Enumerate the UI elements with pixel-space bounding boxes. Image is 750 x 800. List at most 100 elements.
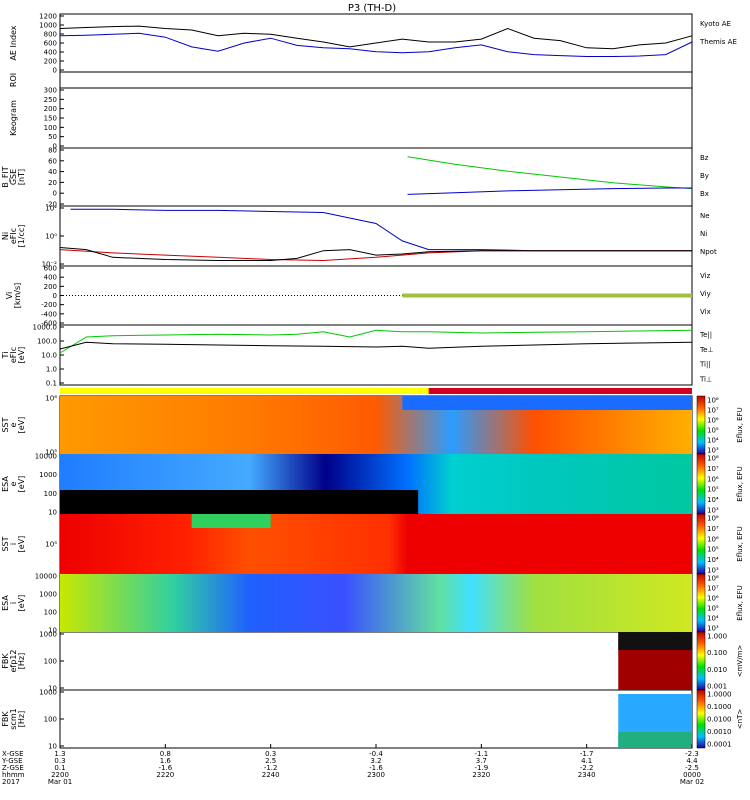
ytick-label: 10	[48, 627, 57, 635]
ytick-label: 20	[48, 179, 57, 187]
ylabel-line: [Hz]	[17, 711, 26, 727]
ytick-label: 300	[44, 87, 57, 95]
xtick-label: -2.2	[580, 764, 594, 772]
ytick-label: 100.0	[37, 338, 57, 346]
colorbar-tick: 10⁶	[707, 595, 719, 603]
panel-fbk_b: FBKscm1[Hz] 1000 100 10	[1, 689, 693, 751]
colorbar-label: Eflux, EFU	[736, 585, 744, 620]
xtick-label: 0.1	[54, 764, 65, 772]
ytick-label: 10000	[35, 453, 57, 461]
x-axis-labels: X-GSEY-GSEZ-GSEhhmm20171.30.30.12200Mar …	[1, 744, 704, 786]
colorbar-tick: 0.0010	[707, 728, 732, 736]
panel-ylabel: B_FITGSE[nT]	[1, 166, 26, 187]
xtick-label: 1.6	[160, 757, 172, 765]
ytick-label: 0	[53, 67, 57, 75]
panel-frame	[59, 87, 693, 149]
colorbar-cb3: 10⁸ 10⁷ 10⁶ 10⁵ 10⁴ 10³ Eflux, EFU	[696, 513, 744, 575]
xtick-label: 3.2	[370, 757, 381, 765]
xtick-label: Mar 01	[48, 778, 72, 786]
panel-frame	[59, 631, 693, 691]
ylabel-line: Ni	[1, 232, 10, 240]
legend-bx: Bx	[700, 190, 709, 198]
legend-themis-ae: Themis AE	[699, 38, 737, 46]
ytick-label: 150	[44, 115, 57, 123]
xtick-label: 1.3	[54, 750, 65, 758]
ylabel-line: e	[9, 481, 18, 486]
colorbar-cb2: 10⁸ 10⁷ 10⁶ 10⁵ 10⁴ 10³ Eflux, EFU	[696, 453, 744, 515]
ytick-label: 1000.0	[33, 324, 58, 332]
ytick-label: 10⁵	[45, 541, 57, 549]
ylabel-line: i	[9, 602, 18, 604]
ytick-label: 100	[44, 609, 57, 617]
xtick-label: 2200	[51, 771, 69, 779]
colorbar-tick: 10⁵	[707, 605, 719, 613]
colorbar-tick: 10⁸	[707, 397, 719, 405]
legend-ne: Ne	[700, 212, 710, 220]
xrow-label: Y-GSE	[1, 757, 23, 765]
xtick-label: -2.5	[685, 764, 699, 772]
ylabel-line: FBK	[1, 653, 10, 669]
xtick-label: 4.4	[686, 757, 698, 765]
ylabel-line: [eV]	[17, 476, 26, 493]
panel-ylabel: ROI	[9, 73, 18, 87]
ytick-label: 400	[44, 49, 57, 57]
ytick-label: 200	[44, 105, 57, 113]
xtick-label: -1.2	[264, 764, 278, 772]
ytick-label: 1000	[39, 689, 57, 697]
ylabel-line: B_FIT	[1, 166, 10, 187]
legend-kyoto-ae: Kyoto AE	[700, 20, 731, 28]
xtick-label: -2.3	[685, 750, 699, 758]
colorbar-strip	[696, 513, 706, 575]
ylabel-line: i	[9, 543, 18, 545]
ylabel-line: [eV]	[17, 536, 26, 553]
colorbar-label: <nT>	[736, 709, 744, 730]
xtick-label: 4.1	[581, 757, 592, 765]
panel-ylabel: FBKefp12[Hz]	[1, 650, 26, 673]
series-lines	[59, 25, 693, 354]
xtick-label: 0.3	[54, 757, 65, 765]
legend-ti-: Ti⊥	[699, 376, 712, 384]
ylabel-line: AE Index	[9, 25, 18, 60]
panel-ylabel: NieFIc[1/cc]	[1, 225, 26, 248]
colorbar-tick: 10⁴	[707, 556, 719, 564]
panel-ylabel: TieFIc[eV]	[1, 347, 26, 364]
xtick-label: -1.6	[369, 764, 383, 772]
ylabel-line: FBK	[1, 711, 10, 727]
panel-ylabel: AE Index	[9, 25, 18, 60]
ylabel-line: scm1	[9, 708, 18, 729]
xtick-label: 2220	[156, 771, 174, 779]
ytick-label: 600	[44, 265, 57, 273]
colorbar-tick: 10⁷	[707, 525, 719, 533]
xrow-label: X-GSE	[2, 750, 24, 758]
ylabel-line: [1/cc]	[17, 225, 26, 248]
chart-title: P3 (TH-D)	[348, 3, 396, 14]
panel-fbk_e: FBKefp12[Hz] 1000 100 10	[1, 631, 693, 693]
ytick-label: 200	[44, 283, 57, 291]
ylabel-line: Vi	[5, 292, 14, 300]
xtick-label: Mar 02	[680, 778, 704, 786]
ytick-label: 10	[48, 685, 57, 693]
ytick-label: 1000	[39, 471, 57, 479]
ylabel-line: [nT]	[17, 169, 26, 185]
fbk-e-top	[618, 632, 692, 650]
ytick-label: 1.0	[46, 366, 57, 374]
ytick-label: -200	[41, 301, 57, 309]
series-kyoto-ae	[59, 32, 693, 57]
legend-ti-: Ti||	[699, 361, 711, 369]
ytick-label: 0	[53, 292, 57, 300]
colorbar-cb4: 10⁸ 10⁷ 10⁶ 10⁵ 10⁴ 10³ Eflux, EFU	[696, 573, 744, 633]
ytick-label: 400	[44, 274, 57, 282]
ytick-label: 100	[44, 490, 57, 498]
ytick-label: 10⁻²	[42, 261, 58, 269]
colorbar-strip	[696, 573, 706, 633]
ytick-label: 10	[48, 509, 57, 517]
colorbar-tick: 10⁷	[707, 407, 719, 415]
colorbar-strip	[696, 631, 706, 691]
ytick-label: 1000	[39, 22, 57, 30]
legend-vix: Vix	[700, 308, 711, 316]
colorbar-tick: 10⁴	[707, 496, 719, 504]
ytick-label: 10⁰	[45, 233, 57, 241]
